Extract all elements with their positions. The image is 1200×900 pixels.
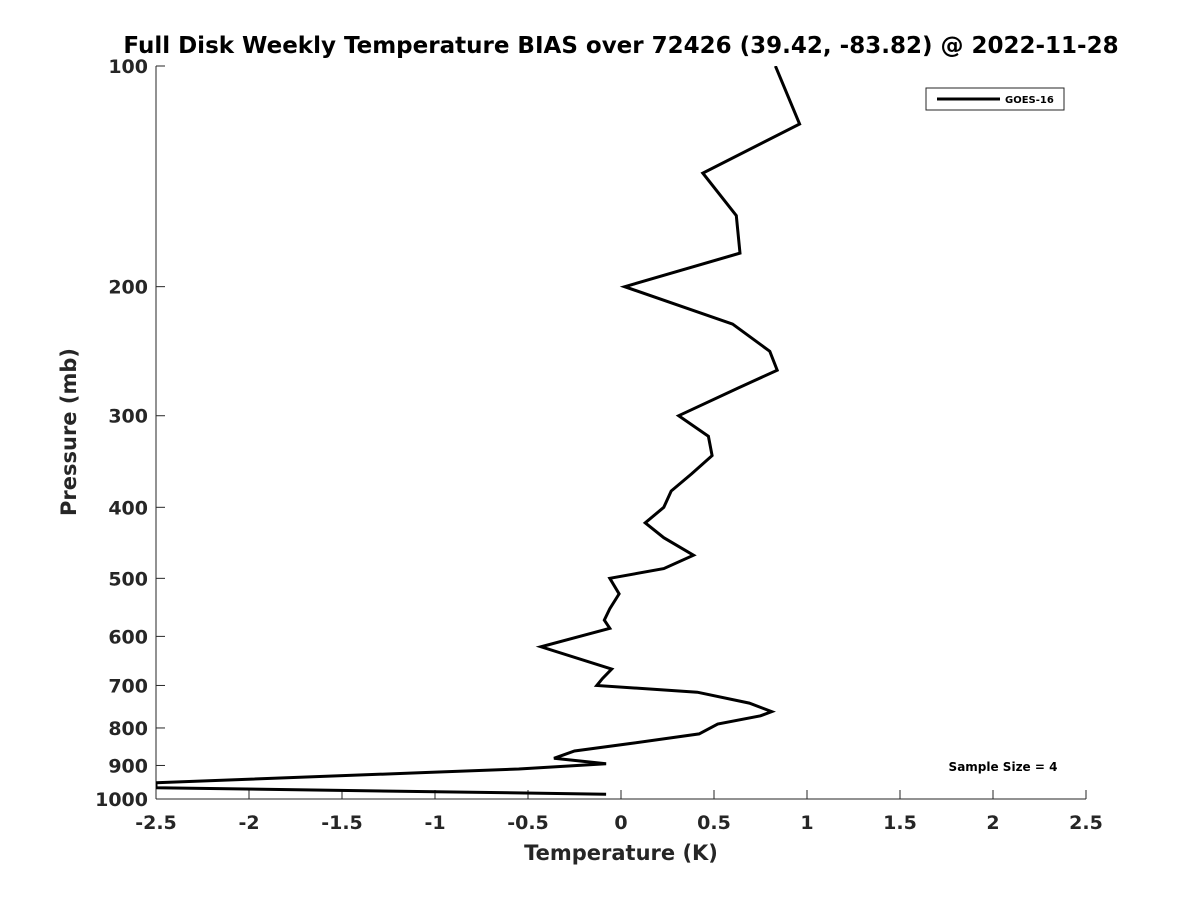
x-tick-label: -1 [424,812,445,834]
series-layer [156,66,802,796]
x-tick-label: 0 [614,812,627,834]
y-axis-label: Pressure (mb) [57,348,81,516]
y-tick-label: 1000 [95,789,148,811]
legend-label: GOES-16 [1005,95,1054,106]
series-line-0 [156,66,802,796]
x-tick-label: 2.5 [1069,812,1103,834]
x-tick-label: -2 [238,812,259,834]
x-tick-label: 1.5 [883,812,917,834]
axes [155,66,1086,800]
y-tick-label: 900 [108,755,148,777]
y-tick-label: 100 [108,56,148,78]
chart-title: Full Disk Weekly Temperature BIAS over 7… [123,33,1118,59]
legend: GOES-16 [925,87,1065,111]
x-tick-label: -0.5 [507,812,549,834]
y-ticks: 100 200 300 400 500 600 700 800 900 1000 [95,56,165,811]
x-axis-label: Temperature (K) [524,841,718,865]
y-tick-label: 800 [108,718,148,740]
y-tick-label: 500 [108,568,148,590]
x-tick-label: 0.5 [697,812,731,834]
sample-size-annotation: Sample Size = 4 [949,760,1058,774]
y-tick-label: 200 [108,277,148,299]
y-tick-label: 400 [108,497,148,519]
x-tick-label: 1 [800,812,813,834]
y-tick-label: 300 [108,406,148,428]
x-tick-label: 2 [986,812,999,834]
y-tick-label: 700 [108,675,148,697]
x-ticks: -2.5 -2 -1.5 -1 -0.5 0 0.5 1 1.5 2 2.5 [135,790,1103,834]
x-tick-label: -2.5 [135,812,177,834]
y-tick-label: 600 [108,626,148,648]
x-tick-label: -1.5 [321,812,363,834]
